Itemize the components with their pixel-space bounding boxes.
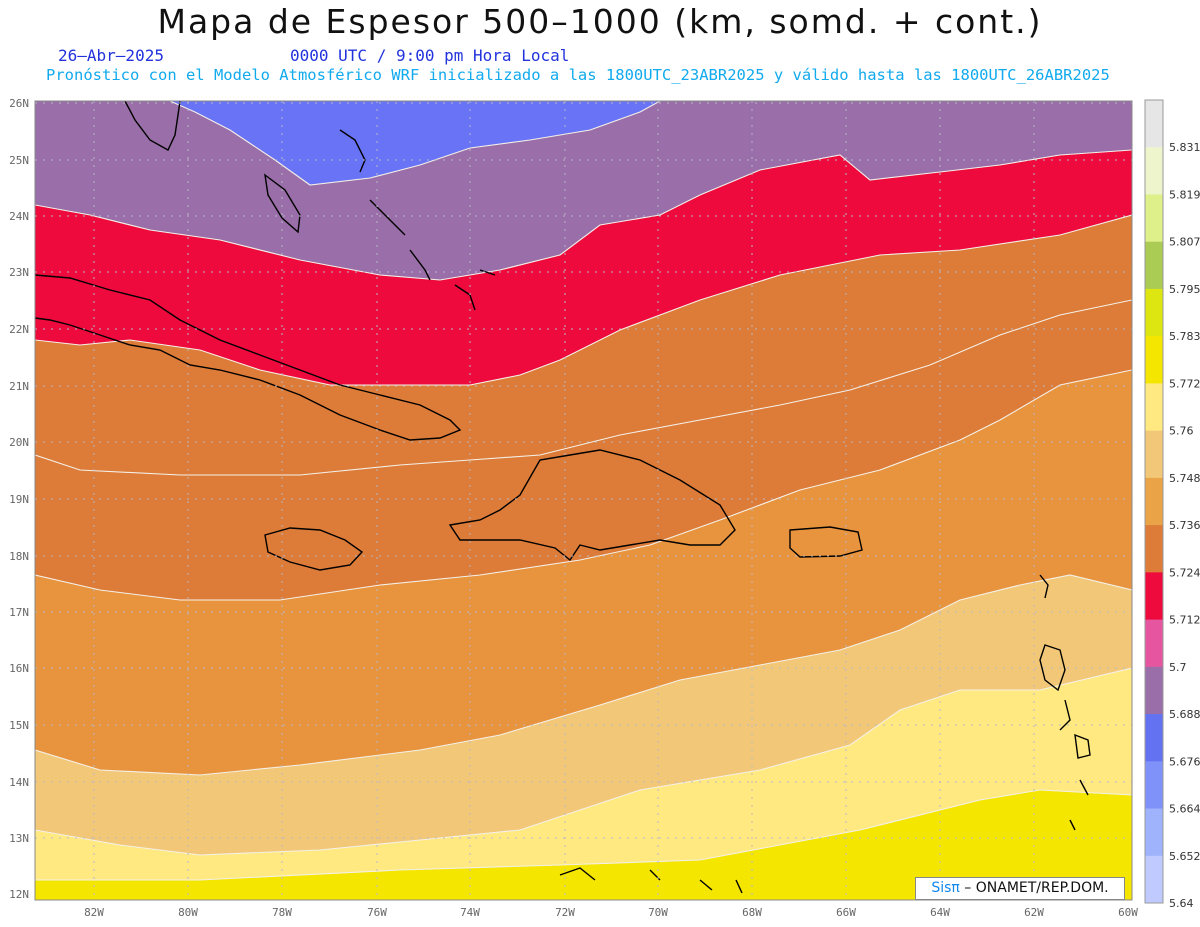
colorbar-label: 5.7: [1169, 661, 1187, 674]
andros-coast: [264, 173, 301, 234]
colorbar-label: 5.676: [1169, 755, 1200, 768]
colorbar-swatch: [1145, 383, 1163, 432]
lon-label: 72W: [555, 906, 575, 919]
colorbar-label: 5.724: [1169, 566, 1200, 579]
colorbar-label: 5.772: [1169, 377, 1200, 390]
lon-label: 82W: [84, 906, 104, 919]
latitude-labels: 26N 25N 24N 23N 22N 21N 20N 19N 18N 17N …: [9, 97, 29, 901]
florida-coast: [124, 101, 181, 151]
graticule: [35, 101, 1132, 900]
lon-label: 64W: [930, 906, 950, 919]
map-frame: [34, 100, 1133, 901]
colorbar: 5.831 5.819 5.807 5.795 5.783 5.772 5.76 5.748 5…: [1144, 99, 1200, 910]
lat-label: 26N: [9, 97, 29, 110]
thickness-field: [35, 101, 1132, 900]
lon-label: 60W: [1118, 906, 1138, 919]
colorbar-frame: [1144, 99, 1164, 904]
lat-label: 16N: [9, 662, 29, 675]
colorbar-label: 5.664: [1169, 803, 1200, 816]
band-5664: [170, 101, 660, 185]
lat-label: 17N: [9, 606, 29, 619]
lat-label: 25N: [9, 154, 29, 167]
map-title: Mapa de Espesor 500–1000 (km, somd. + co…: [157, 2, 1043, 41]
colorbar-swatch: [1145, 288, 1163, 337]
colorbar-label: 5.736: [1169, 519, 1200, 532]
credit-box: Sisπ – ONAMET/REP.DOM.: [915, 877, 1125, 900]
lon-label: 68W: [742, 906, 762, 919]
credit-text: – ONAMET/REP.DOM.: [959, 880, 1109, 896]
colorbar-swatch: [1145, 477, 1163, 526]
lon-label: 62W: [1024, 906, 1044, 919]
lat-label: 21N: [9, 380, 29, 393]
colorbar-swatch: [1145, 241, 1163, 290]
lat-label: 23N: [9, 266, 29, 279]
lat-label: 13N: [9, 832, 29, 845]
lat-label: 20N: [9, 436, 29, 449]
coastlines: [35, 101, 1091, 894]
colorbar-swatch: [1145, 714, 1163, 762]
colorbar-swatch: [1145, 430, 1163, 479]
cuba-coast: [35, 274, 462, 441]
forecast-time: 0000 UTC / 9:00 pm Hora Local: [290, 46, 570, 65]
sis-logo-text: Sisπ: [931, 880, 960, 896]
lat-label: 18N: [9, 550, 29, 563]
lat-label: 19N: [9, 493, 29, 506]
colorbar-label: 5.652: [1169, 850, 1200, 863]
lat-label: 14N: [9, 776, 29, 789]
lat-label: 12N: [9, 888, 29, 901]
longitude-labels: 82W 80W 78W 76W 74W 72W 70W 68W 66W 64W …: [84, 906, 1138, 919]
forecast-date: 26–Abr–2025: [58, 46, 164, 65]
lon-label: 70W: [648, 906, 668, 919]
colorbar-swatch: [1145, 808, 1163, 857]
lon-label: 74W: [460, 906, 480, 919]
lon-label: 66W: [836, 906, 856, 919]
puerto-rico-coast: [789, 526, 863, 558]
colorbar-label: 5.688: [1169, 708, 1200, 721]
colorbar-label: 5.64: [1169, 897, 1194, 910]
colorbar-swatch: [1145, 147, 1163, 195]
colorbar-swatch: [1145, 666, 1163, 715]
colorbar-label: 5.831: [1169, 141, 1200, 154]
band-5712-darker: [35, 300, 1132, 600]
lesser-antilles: [1039, 574, 1091, 831]
lat-label: 22N: [9, 323, 29, 336]
colorbar-label: 5.748: [1169, 472, 1200, 485]
colorbar-swatch: [1145, 855, 1163, 904]
lon-label: 76W: [367, 906, 387, 919]
colorbar-label: 5.807: [1169, 236, 1200, 249]
lon-label: 78W: [272, 906, 292, 919]
colorbar-swatch: [1145, 619, 1163, 668]
colorbar-label: 5.819: [1169, 188, 1200, 201]
lat-label: 15N: [9, 719, 29, 732]
colorbar-label: 5.795: [1169, 283, 1200, 296]
lat-label: 24N: [9, 210, 29, 223]
model-info: Pronóstico con el Modelo Atmosférico WRF…: [46, 66, 1110, 84]
hispaniola-coast: [448, 449, 736, 562]
colorbar-label: 5.76: [1169, 425, 1194, 438]
colorbar-swatch: [1145, 525, 1163, 573]
colorbar-label: 5.783: [1169, 330, 1200, 343]
colorbar-swatch: [1145, 194, 1163, 243]
colorbar-swatch: [1145, 572, 1163, 621]
colorbar-label: 5.712: [1169, 614, 1200, 627]
jamaica-coast: [264, 527, 364, 571]
south-america-coast: [559, 867, 743, 894]
colorbar-swatch: [1145, 336, 1163, 384]
colorbar-swatch: [1145, 100, 1163, 148]
colorbar-swatch: [1145, 761, 1163, 810]
contour-lines: [35, 101, 1132, 881]
lon-label: 80W: [178, 906, 198, 919]
